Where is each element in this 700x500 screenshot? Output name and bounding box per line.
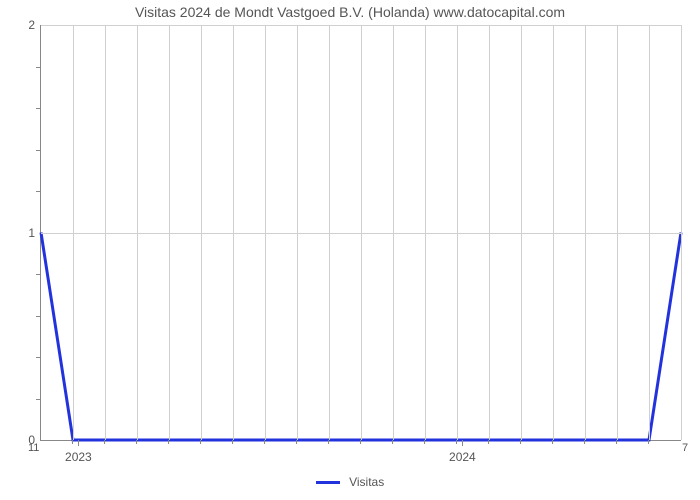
legend: Visitas [0, 475, 700, 489]
y-tick-label: 1 [28, 226, 35, 240]
y-minor-tick [36, 150, 40, 151]
x-minor-tick [136, 440, 137, 444]
x-minor-tick [584, 440, 585, 444]
chart-title: Visitas 2024 de Mondt Vastgoed B.V. (Hol… [0, 4, 700, 20]
x-minor-tick [168, 440, 169, 444]
y-minor-tick [36, 316, 40, 317]
chart-container: Visitas 2024 de Mondt Vastgoed B.V. (Hol… [0, 0, 700, 500]
x-minor-tick [360, 440, 361, 444]
x-major-tick [462, 440, 463, 446]
x-minor-tick [552, 440, 553, 444]
legend-swatch [316, 481, 340, 484]
x-major-tick [78, 440, 79, 446]
x-minor-tick [520, 440, 521, 444]
grid-horizontal [41, 25, 681, 26]
y-tick-label: 2 [28, 18, 35, 32]
legend-label: Visitas [349, 475, 384, 489]
x-minor-tick [488, 440, 489, 444]
x-minor-tick [424, 440, 425, 444]
x-origin-label-right: 7 [682, 442, 688, 454]
y-minor-tick [36, 357, 40, 358]
x-minor-tick [648, 440, 649, 444]
x-minor-tick [616, 440, 617, 444]
x-minor-tick [328, 440, 329, 444]
x-minor-tick [456, 440, 457, 444]
y-minor-tick [36, 274, 40, 275]
x-origin-label-left: 11 [28, 442, 39, 454]
x-minor-tick [392, 440, 393, 444]
y-minor-tick [36, 191, 40, 192]
x-minor-tick [200, 440, 201, 444]
x-tick-label: 2023 [65, 450, 92, 464]
x-minor-tick [104, 440, 105, 444]
y-minor-tick [36, 67, 40, 68]
y-minor-tick [36, 399, 40, 400]
x-minor-tick [264, 440, 265, 444]
y-minor-tick [36, 108, 40, 109]
x-minor-tick [232, 440, 233, 444]
x-minor-tick [296, 440, 297, 444]
x-minor-tick [72, 440, 73, 444]
plot-area [40, 25, 681, 441]
grid-vertical [681, 25, 682, 440]
grid-horizontal [41, 233, 681, 234]
x-tick-label: 2024 [449, 450, 476, 464]
